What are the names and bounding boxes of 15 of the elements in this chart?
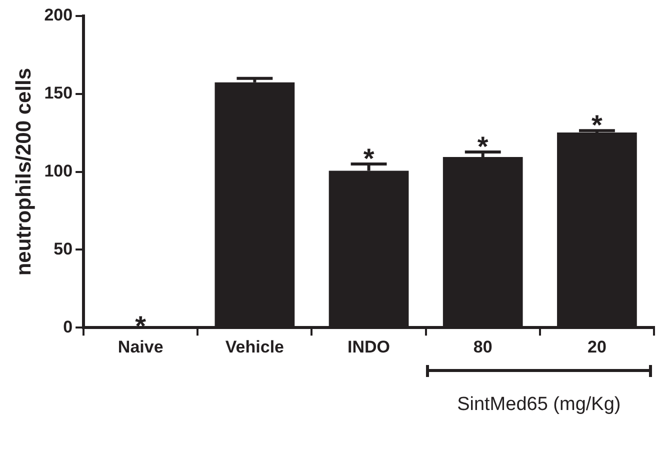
annotation: * [363, 143, 374, 174]
x-tick-label: Naive [118, 337, 164, 356]
x-tick-label: 20 [587, 337, 606, 356]
y-tick-label: 50 [54, 239, 73, 258]
text: SintMed65 (mg/Kg) [457, 394, 621, 416]
y-axis-title: neutrophils/200 cells [12, 68, 36, 276]
y-tick-label: 0 [63, 317, 73, 336]
annotation: * [592, 110, 603, 141]
y-tick-label: 150 [44, 84, 73, 103]
y-tick-label: 200 [44, 6, 73, 25]
x-tick-label: Vehicle [225, 337, 284, 356]
x-tick-label: 80 [473, 337, 492, 356]
y-tick-label: 100 [44, 161, 73, 180]
x-tick-label: INDO [348, 337, 390, 356]
annotation: * [477, 131, 488, 162]
